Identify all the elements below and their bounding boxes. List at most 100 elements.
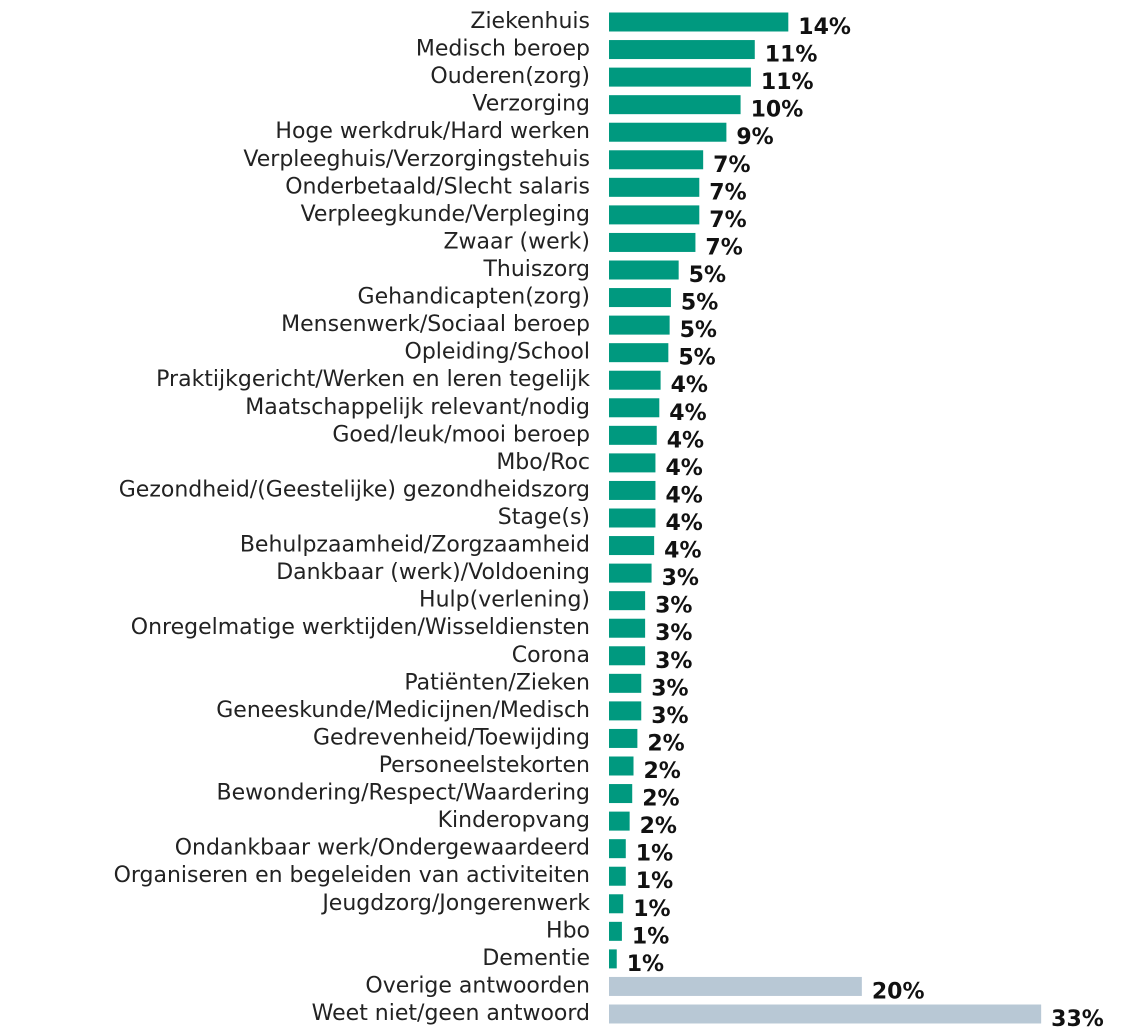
bar: [609, 315, 670, 335]
category-label: Dementie: [482, 946, 590, 971]
value-label: 5%: [681, 291, 718, 316]
bar: [609, 398, 660, 418]
value-label: 2%: [647, 731, 684, 756]
bar: [609, 150, 704, 170]
value-label: 2%: [642, 787, 679, 812]
bar: [609, 12, 789, 32]
bar: [609, 894, 624, 914]
category-label: Kinderopvang: [438, 808, 590, 833]
value-label: 5%: [678, 346, 715, 371]
bar: [609, 205, 700, 225]
bar: [609, 646, 646, 666]
value-label: 1%: [636, 842, 673, 867]
value-label: 1%: [627, 952, 664, 977]
bar: [609, 673, 642, 693]
value-label: 20%: [872, 979, 925, 1004]
category-label: Onderbetaald/Slecht salaris: [285, 174, 590, 199]
category-label: Dankbaar (werk)/Voldoening: [276, 560, 590, 585]
value-label: 2%: [644, 759, 681, 784]
category-label: Verpleeghuis/Verzorgingstehuis: [243, 147, 590, 172]
category-label: Weet niet/geen antwoord: [312, 1001, 590, 1026]
value-label: 3%: [651, 704, 688, 729]
category-label: Medisch beroep: [416, 37, 590, 62]
value-label: 3%: [655, 649, 692, 674]
category-label: Verzorging: [472, 92, 590, 117]
bar: [609, 95, 741, 115]
category-label: Maatschappelijk relevant/nodig: [245, 395, 590, 420]
category-label: Organiseren en begeleiden van activiteit…: [114, 863, 590, 888]
value-label: 5%: [680, 318, 717, 343]
bar: [609, 949, 617, 969]
value-label: 3%: [662, 566, 699, 591]
value-label: 33%: [1051, 1007, 1104, 1028]
bar: [609, 453, 656, 473]
bar: [609, 811, 630, 831]
category-label: Mensenwerk/Sociaal beroep: [281, 312, 590, 337]
value-label: 4%: [671, 373, 708, 398]
bar: [609, 976, 862, 996]
value-label: 4%: [665, 511, 702, 536]
bar: [609, 921, 622, 941]
bar: [609, 563, 652, 583]
bar: [609, 839, 626, 859]
value-label: 4%: [664, 539, 701, 564]
value-label: 4%: [667, 428, 704, 453]
value-label: 9%: [736, 125, 773, 150]
bar: [609, 177, 700, 197]
value-label: 3%: [655, 594, 692, 619]
value-label: 5%: [689, 263, 726, 288]
value-label: 7%: [705, 235, 742, 260]
bar: [609, 784, 633, 804]
value-label: 7%: [709, 208, 746, 233]
category-label: Thuiszorg: [482, 257, 590, 282]
bar: [609, 425, 657, 445]
category-label: Onregelmatige werktijden/Wisseldiensten: [131, 615, 590, 640]
value-label: 4%: [665, 483, 702, 508]
category-label: Stage(s): [498, 505, 590, 530]
bar: [609, 480, 656, 500]
bar: [609, 728, 638, 748]
value-label: 10%: [751, 98, 804, 123]
bar: [609, 536, 655, 556]
bar: [609, 866, 626, 886]
category-label: Hbo: [546, 918, 590, 943]
bar: [609, 508, 656, 528]
value-label: 11%: [761, 70, 814, 95]
bar: [609, 343, 669, 363]
category-label: Corona: [512, 643, 590, 668]
bar: [609, 288, 671, 308]
value-label: 7%: [713, 153, 750, 178]
category-label: Verpleegkunde/Verpleging: [301, 202, 590, 227]
category-label: Hulp(verlening): [419, 588, 590, 613]
category-label: Patiënten/Zieken: [404, 670, 590, 695]
category-label: Opleiding/School: [405, 340, 590, 365]
category-label: Bewondering/Respect/Waardering: [217, 781, 590, 806]
category-label: Hoge werkdruk/Hard werken: [275, 119, 590, 144]
bar: [609, 260, 679, 280]
bar: [609, 122, 727, 142]
value-label: 3%: [651, 676, 688, 701]
bar: [609, 232, 696, 252]
category-label: Goed/leuk/mooi beroep: [332, 422, 590, 447]
bar: [609, 618, 646, 638]
category-label: Ouderen(zorg): [430, 64, 590, 89]
bar: [609, 40, 755, 60]
category-label: Personeelstekorten: [379, 753, 590, 778]
bar: [609, 701, 642, 721]
category-label: Overige antwoorden: [365, 973, 590, 998]
bar: [609, 370, 661, 390]
category-label: Ziekenhuis: [470, 9, 590, 34]
category-label: Ondankbaar werk/Ondergewaardeerd: [175, 836, 590, 861]
value-label: 1%: [636, 869, 673, 894]
category-label: Gedrevenheid/Toewijding: [313, 725, 590, 750]
category-label: Jeugdzorg/Jongerenwerk: [320, 891, 590, 916]
category-label: Geneeskunde/Medicijnen/Medisch: [216, 698, 590, 723]
bar: [609, 1004, 1042, 1024]
value-label: 14%: [798, 15, 851, 40]
value-label: 3%: [655, 621, 692, 646]
category-label: Zwaar (werk): [443, 229, 590, 254]
category-label: Mbo/Roc: [496, 450, 590, 475]
category-label: Praktijkgericht/Werken en leren tegelijk: [156, 367, 590, 392]
value-label: 4%: [669, 401, 706, 426]
